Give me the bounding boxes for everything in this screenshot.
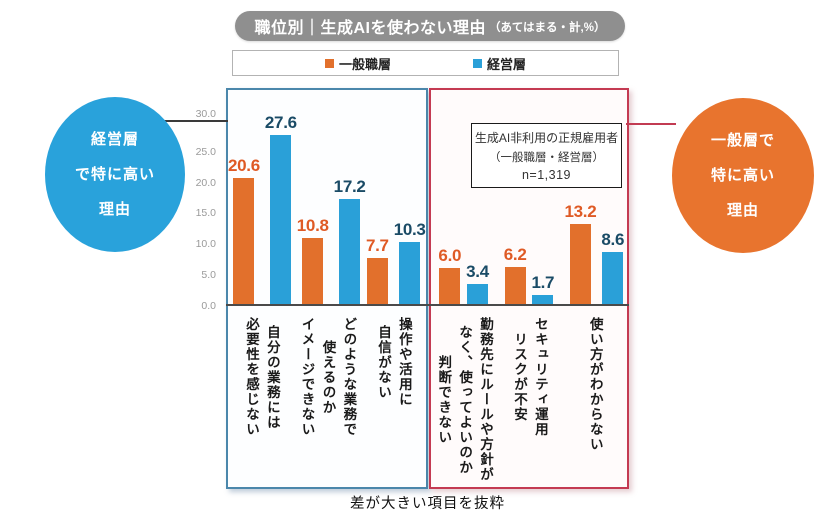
right-circle-connector-line [626,123,676,125]
bar-group: 20.6 27.6 [228,113,297,305]
y-tick: 20.0 [195,177,216,189]
value-label-general: 10.8 [296,216,329,236]
value-label-management: 10.3 [393,219,426,239]
category-label: 勤務先にルールや方針が なく、使ってよいのか 判断できない [436,317,494,482]
bar-management [339,198,361,305]
bar-management [467,284,489,305]
category-label: 自分の業務には 必要性を感じない [244,317,280,437]
y-tick: 0.0 [201,300,216,312]
general-highlight-circle: 一般層で 特に高い 理由 [672,98,814,253]
bar-management [270,134,292,305]
left-circle-connector-line [150,120,228,122]
title-banner: 職位別｜生成AIを使わない理由 （あてはまる・計,%） [235,11,625,41]
value-label-general: 20.6 [228,156,260,175]
legend-swatch-general-icon [324,58,334,68]
category-label: 使い方がわからない [587,317,603,452]
bar-general [439,268,461,305]
bar-group: 6.2 1.7 [496,245,561,305]
sample-note-line1: 生成AI非利用の正規雇用者 [474,131,619,145]
sample-note-box: 生成AI非利用の正規雇用者 （一般職層・経営層） n=1,319 [471,123,622,188]
sample-note-line2: （一般職層・経営層） [489,152,604,164]
bar-management [532,294,554,305]
bar-general [302,238,324,305]
bar-general [233,178,255,305]
bar-group: 6.0 3.4 [431,246,496,305]
bar-management [399,241,421,305]
legend-swatch-management-icon [473,58,482,68]
bar-management [602,252,624,305]
legend-label-management: 経営層 [487,56,527,72]
category-label: 操作や活用に 自信がない [376,317,412,407]
value-label-general: 13.2 [564,201,597,221]
bar-general [366,257,388,305]
y-tick: 15.0 [195,207,216,219]
bar-general [504,266,526,305]
category-label: セキュリティ運用 リスクが不安 [511,317,548,437]
sample-size: n=1,319 [521,168,572,182]
y-tick: 25.0 [195,146,216,158]
bar-group: 10.8 17.2 [297,177,366,305]
legend-item-general: 一般職層 [324,54,391,73]
value-label-management: 1.7 [531,272,555,292]
y-axis: 30.0 25.0 20.0 15.0 10.0 5.0 0.0 [176,0,222,320]
legend-label-general: 一般職層 [338,56,391,72]
y-tick: 30.0 [195,108,216,120]
category-labels-left: 自分の業務には 必要性を感じない どのような業務で 使えるのか イメージできない… [228,309,426,483]
legend-item-management: 経営層 [473,54,526,73]
value-label-management: 8.6 [601,230,625,249]
footnote-caption: 差が大きい項目を抜粋 [350,496,505,512]
category-label: どのような業務で 使えるのか イメージできない [299,317,357,437]
value-label-management: 17.2 [333,176,366,196]
management-highlight-circle: 経営層 で特に高い 理由 [45,97,185,252]
value-label-general: 6.2 [503,244,527,264]
x-axis-baseline [226,304,629,306]
category-labels-right: 勤務先にルールや方針が なく、使ってよいのか 判断できない セキュリティ運用 リ… [431,309,627,483]
y-tick: 10.0 [195,238,216,250]
bar-group: 13.2 8.6 [562,202,627,305]
bar-general [569,223,591,305]
page-title-suffix: （あてはまる・計,%） [489,22,606,34]
panel-management-high: 20.6 27.6 10.8 17.2 [226,88,428,489]
plot-area-left: 20.6 27.6 10.8 17.2 [228,90,426,305]
plot-area-right: 6.0 3.4 6.2 1.7 [431,90,627,305]
page-title: 職位別｜生成AIを使わない理由 [254,20,487,37]
chart-legend: 一般職層 経営層 [232,50,619,76]
bar-group: 7.7 10.3 [365,219,426,305]
value-label-general: 7.7 [365,235,389,255]
y-tick: 5.0 [201,269,216,281]
value-label-management: 27.6 [264,112,297,132]
value-label-general: 6.0 [438,246,462,265]
value-label-management: 3.4 [466,262,489,281]
